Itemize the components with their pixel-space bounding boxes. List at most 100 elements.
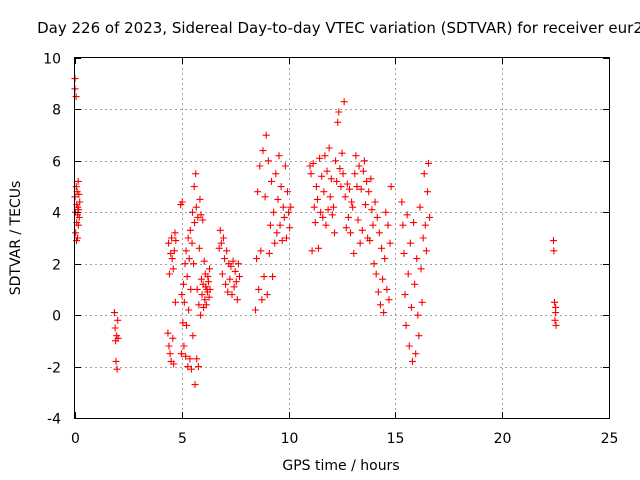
data-point	[375, 229, 383, 237]
data-point	[182, 352, 190, 360]
data-point	[262, 131, 270, 139]
data-point	[398, 198, 406, 206]
data-point	[178, 291, 186, 299]
data-point	[229, 257, 237, 265]
data-point	[184, 363, 192, 371]
data-point	[234, 260, 242, 268]
data-point	[190, 260, 198, 268]
data-point	[551, 316, 559, 324]
y-tick-label: 8	[52, 103, 61, 119]
data-point	[111, 309, 119, 317]
data-point	[331, 229, 339, 237]
data-point	[319, 213, 327, 221]
data-point	[191, 381, 199, 389]
data-point	[408, 357, 416, 365]
data-point	[221, 255, 229, 263]
data-point	[235, 273, 243, 281]
data-point	[255, 285, 263, 293]
y-tick-label: 4	[52, 206, 61, 222]
data-point	[551, 298, 559, 306]
data-point	[410, 219, 418, 227]
data-point	[168, 234, 176, 242]
data-point	[185, 255, 193, 263]
data-point	[187, 285, 195, 293]
data-point	[421, 221, 429, 229]
data-point	[166, 350, 174, 358]
data-point	[261, 193, 269, 201]
data-point	[329, 203, 337, 211]
data-point	[378, 244, 386, 252]
data-point	[185, 306, 193, 314]
data-point	[196, 195, 204, 203]
data-point	[361, 201, 369, 209]
data-point	[75, 190, 83, 198]
data-point	[270, 208, 278, 216]
data-point	[206, 285, 214, 293]
data-point	[287, 203, 295, 211]
data-point	[357, 185, 365, 193]
y-tick-label: 10	[43, 52, 61, 68]
data-point	[264, 157, 272, 165]
data-point	[274, 195, 282, 203]
data-point	[169, 265, 177, 273]
data-point	[322, 221, 330, 229]
data-point	[372, 270, 380, 278]
data-point	[401, 291, 409, 299]
data-point	[179, 319, 187, 327]
data-point	[313, 195, 321, 203]
data-point	[218, 270, 226, 278]
data-point	[402, 321, 410, 329]
grid	[75, 58, 609, 418]
data-point	[232, 278, 240, 286]
data-point	[280, 213, 288, 221]
data-point	[399, 221, 407, 229]
data-point	[315, 244, 323, 252]
data-point	[343, 180, 351, 188]
data-point	[186, 355, 194, 363]
data-point	[328, 211, 336, 219]
data-point	[231, 267, 239, 275]
data-point	[552, 309, 560, 317]
data-point	[369, 221, 377, 229]
data-point	[347, 229, 355, 237]
data-point	[370, 260, 378, 268]
data-point	[339, 170, 347, 178]
data-point	[332, 157, 340, 165]
data-point	[219, 234, 227, 242]
x-tick-label: 25	[601, 431, 619, 447]
data-point	[385, 296, 393, 304]
data-point	[72, 183, 80, 191]
data-point	[180, 342, 188, 350]
data-point	[309, 159, 317, 167]
data-point	[257, 247, 265, 255]
data-point	[222, 280, 230, 288]
data-point	[195, 244, 203, 252]
data-point	[282, 234, 290, 242]
data-point	[271, 239, 279, 247]
data-point	[356, 239, 364, 247]
data-point	[360, 157, 368, 165]
data-point	[113, 365, 121, 373]
data-point	[418, 298, 426, 306]
data-point	[365, 188, 373, 196]
axis-ticks: 0 5 10 15 20 25 -4 -2 0 2 4 6 8 10	[43, 52, 618, 448]
data-point	[308, 247, 316, 255]
data-point	[281, 162, 289, 170]
data-point	[320, 188, 328, 196]
plot-frame	[74, 57, 610, 419]
data-point	[180, 280, 188, 288]
data-point	[76, 198, 84, 206]
data-point	[168, 255, 176, 263]
data-point	[180, 298, 188, 306]
data-point	[256, 162, 264, 170]
data-point	[348, 198, 356, 206]
data-point	[254, 188, 262, 196]
data-point	[336, 165, 344, 173]
data-point	[358, 226, 366, 234]
data-point	[228, 291, 236, 299]
data-point	[199, 216, 207, 224]
data-point	[114, 316, 122, 324]
data-point	[312, 183, 320, 191]
data-point	[411, 280, 419, 288]
